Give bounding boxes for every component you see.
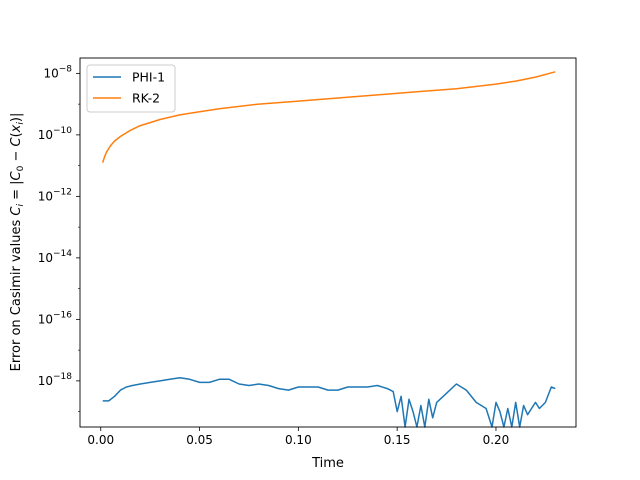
series-line-phi-1 xyxy=(102,377,556,428)
plot-area xyxy=(101,71,556,428)
axes-frame xyxy=(79,57,577,428)
legend-label-phi-1: PHI-1 xyxy=(132,70,165,85)
x-tick-label: 0.05 xyxy=(186,433,213,447)
x-tick-label: 0.00 xyxy=(87,433,114,447)
legend: PHI-1 RK-2 xyxy=(86,64,176,113)
x-tick-label: 0.20 xyxy=(483,433,510,447)
x-axis-label: Time xyxy=(311,456,344,471)
x-tick-label: 0.15 xyxy=(384,433,411,447)
axis-ticks: 0.00 0.05 0.10 0.15 0.2010−810−1010−1210−141… xyxy=(38,64,510,447)
legend-label-rk-2: RK-2 xyxy=(132,91,160,106)
y-axis-label: Error on Casimir values Ci = |C0 − C(xi)… xyxy=(9,113,26,372)
x-tick-label: 0.10 xyxy=(285,433,312,447)
series-line-rk-2 xyxy=(101,71,556,163)
